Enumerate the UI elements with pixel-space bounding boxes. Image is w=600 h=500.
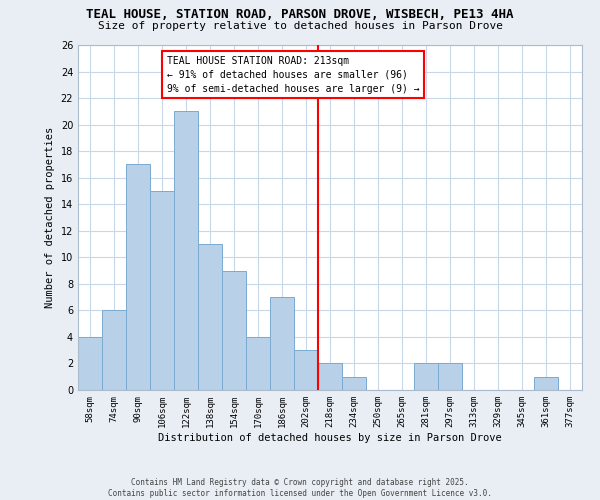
Bar (102, 310, 126, 390)
Bar (174, 112, 198, 390)
Y-axis label: Number of detached properties: Number of detached properties (45, 127, 55, 308)
Text: Size of property relative to detached houses in Parson Drove: Size of property relative to detached ho… (97, 21, 503, 31)
Bar (294, 350, 318, 390)
Bar (318, 364, 342, 390)
Bar (342, 376, 366, 390)
Bar (126, 164, 150, 390)
Bar (414, 364, 438, 390)
Text: Contains HM Land Registry data © Crown copyright and database right 2025.
Contai: Contains HM Land Registry data © Crown c… (108, 478, 492, 498)
Bar (150, 191, 174, 390)
Bar (270, 297, 294, 390)
Bar (438, 364, 462, 390)
Text: TEAL HOUSE STATION ROAD: 213sqm
← 91% of detached houses are smaller (96)
9% of : TEAL HOUSE STATION ROAD: 213sqm ← 91% of… (167, 56, 419, 94)
Bar (78, 337, 102, 390)
Bar (246, 337, 270, 390)
X-axis label: Distribution of detached houses by size in Parson Drove: Distribution of detached houses by size … (158, 432, 502, 442)
Bar (534, 376, 558, 390)
Bar (222, 270, 246, 390)
Bar (198, 244, 222, 390)
Text: TEAL HOUSE, STATION ROAD, PARSON DROVE, WISBECH, PE13 4HA: TEAL HOUSE, STATION ROAD, PARSON DROVE, … (86, 8, 514, 20)
